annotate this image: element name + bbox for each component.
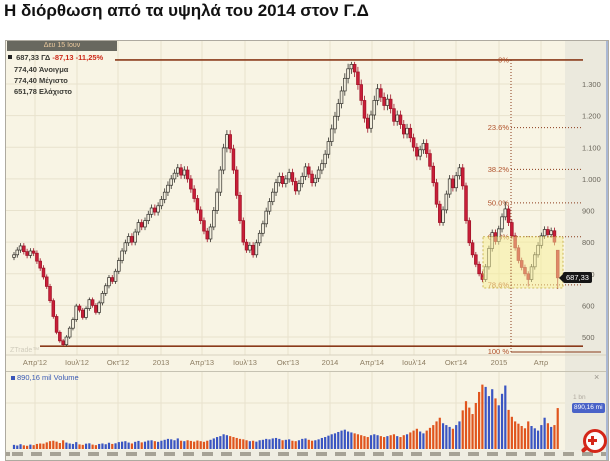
- legend-open-row: 774,40 Άνοιγμα: [14, 65, 68, 74]
- legend-high-label: Μέγιστο: [39, 76, 68, 85]
- close-icon[interactable]: ×: [594, 372, 600, 382]
- svg-text:1.000: 1.000: [582, 175, 601, 184]
- svg-text:Ιουλ'14: Ιουλ'14: [402, 358, 426, 367]
- svg-text:Οκτ'14: Οκτ'14: [445, 358, 467, 367]
- zoom-icon-plus: [591, 436, 594, 445]
- svg-text:2015: 2015: [491, 358, 508, 367]
- svg-text:0%: 0%: [498, 55, 509, 64]
- svg-text:Απρ: Απρ: [534, 358, 548, 367]
- svg-text:Οκτ'12: Οκτ'12: [107, 358, 129, 367]
- chart-scrollbar[interactable]: [6, 450, 608, 460]
- volume-axis-label: 1 bn: [573, 394, 586, 401]
- legend-low-row: 651,78 Ελάχιστο: [14, 87, 72, 96]
- chart-widget: Απρ'12 Ιουλ'12 Οκτ'12 2013 Απρ'13 Ιουλ'13 Οκτ'…: [5, 40, 609, 461]
- legend-open-label: Άνοιγμα: [39, 65, 69, 74]
- volume-header-label: 890,16 mil Volume: [17, 373, 79, 382]
- svg-text:Ιουλ'13: Ιουλ'13: [233, 358, 257, 367]
- svg-text:2013: 2013: [153, 358, 170, 367]
- svg-text:600: 600: [582, 301, 595, 310]
- legend-low-label: Ελάχιστο: [39, 87, 72, 96]
- svg-text:800: 800: [582, 238, 595, 247]
- page-title: Η διόρθωση από τα υψηλά του 2014 στον Γ.…: [4, 1, 369, 20]
- legend-symbol: ΓΔ: [41, 53, 51, 62]
- svg-text:Ιουλ'12: Ιουλ'12: [65, 358, 89, 367]
- svg-text:38.2%: 38.2%: [488, 165, 510, 174]
- svg-text:1.100: 1.100: [582, 143, 601, 152]
- svg-text:23.6%: 23.6%: [488, 123, 510, 132]
- legend-last-price: 687,33: [16, 53, 40, 62]
- volume-value-tag: 890,16 mi: [572, 403, 605, 413]
- legend-open-value: 774,40: [14, 65, 37, 74]
- date-tab[interactable]: Δευ 15 Ιουν: [7, 41, 117, 51]
- svg-text:Οκτ'13: Οκτ'13: [277, 358, 299, 367]
- svg-text:100 %: 100 %: [488, 347, 510, 356]
- legend-change: -87,13 -11,25%: [52, 53, 104, 62]
- svg-text:900: 900: [582, 207, 595, 216]
- pane-divider: [6, 371, 608, 372]
- legend-marker: [8, 55, 12, 59]
- svg-text:50.0%: 50.0%: [488, 198, 510, 207]
- volume-header: 890,16 mil Volume: [11, 373, 79, 382]
- svg-text:2014: 2014: [322, 358, 339, 367]
- right-border-strip: [606, 41, 608, 460]
- legend-last-row: 687,33 ΓΔ -87,13 -11,25%: [8, 53, 103, 62]
- legend-low-value: 651,78: [14, 87, 37, 96]
- svg-text:Απρ'13: Απρ'13: [190, 358, 214, 367]
- svg-text:1.200: 1.200: [582, 112, 601, 121]
- price-chart-canvas[interactable]: Απρ'12 Ιουλ'12 Οκτ'12 2013 Απρ'13 Ιουλ'13 Οκτ'…: [6, 41, 608, 371]
- last-price-tag: 687,33: [559, 272, 592, 283]
- svg-text:Απρ'12: Απρ'12: [23, 358, 47, 367]
- svg-text:500: 500: [582, 333, 595, 342]
- volume-legend-marker: [11, 376, 15, 380]
- svg-text:1.300: 1.300: [582, 80, 601, 89]
- zoom-icon[interactable]: [580, 429, 607, 456]
- legend-high-value: 774,40: [14, 76, 37, 85]
- volume-pane: 890,16 mil Volume × 1 bn 890,16 mi: [6, 372, 608, 450]
- legend-high-row: 774,40 Μέγιστο: [14, 76, 68, 85]
- svg-text:ZTrade™: ZTrade™: [10, 347, 39, 354]
- volume-chart-canvas[interactable]: [6, 372, 608, 450]
- svg-text:Απρ'14: Απρ'14: [360, 358, 384, 367]
